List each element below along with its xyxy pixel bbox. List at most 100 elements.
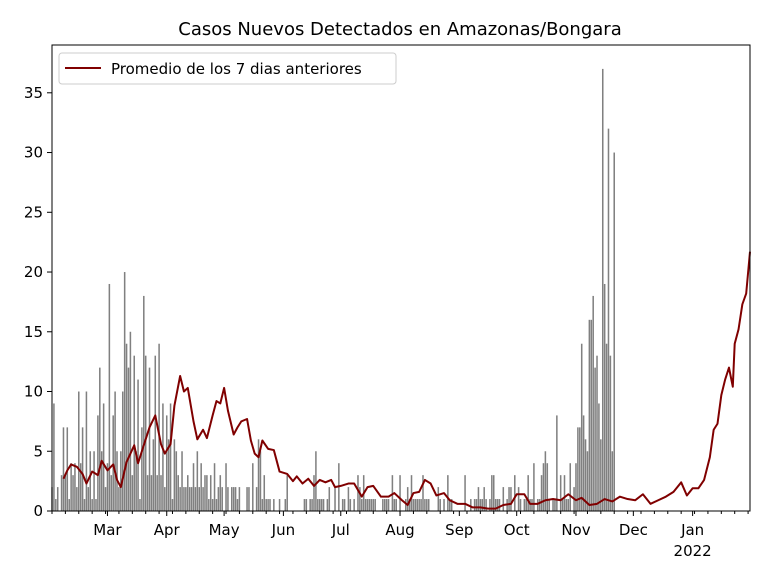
bar <box>556 415 558 511</box>
bar <box>439 499 441 511</box>
bar <box>391 475 394 511</box>
bar <box>127 367 130 511</box>
bar <box>144 355 147 511</box>
bar <box>561 499 564 511</box>
bar <box>263 475 266 511</box>
bar <box>318 499 321 511</box>
bar <box>475 499 478 511</box>
bar <box>64 475 67 511</box>
bar <box>209 475 212 511</box>
bar <box>78 391 80 511</box>
bar <box>72 475 74 511</box>
bar <box>361 499 363 511</box>
bar <box>592 295 594 511</box>
bar <box>479 499 482 511</box>
bar <box>171 499 174 511</box>
bar <box>89 451 92 511</box>
bar <box>601 68 604 512</box>
x-tick-label: Mar <box>93 521 122 539</box>
bar <box>196 451 199 511</box>
bar <box>596 355 598 511</box>
bar <box>194 487 197 511</box>
bar <box>133 355 135 511</box>
bar <box>118 487 120 511</box>
bar <box>449 499 451 511</box>
bar <box>190 487 193 511</box>
bar <box>582 415 585 511</box>
bar <box>261 499 264 511</box>
bar <box>437 487 440 511</box>
bar <box>246 487 248 511</box>
bar <box>544 451 547 511</box>
bar <box>93 451 95 511</box>
bar <box>225 463 227 511</box>
bar <box>492 475 495 511</box>
bar <box>286 475 288 511</box>
bar <box>382 499 384 511</box>
bar <box>525 499 528 511</box>
bar <box>496 499 499 511</box>
bar <box>567 499 570 511</box>
bar <box>236 499 239 511</box>
bar <box>531 499 533 511</box>
y-tick-label: 10 <box>24 383 43 401</box>
bar <box>393 499 396 511</box>
bar <box>565 499 568 511</box>
y-tick-label: 35 <box>24 84 43 102</box>
bar <box>177 475 179 511</box>
bar <box>162 403 164 511</box>
bar <box>273 499 275 511</box>
bar <box>187 475 189 511</box>
average-line <box>62 251 751 510</box>
bar <box>259 451 262 511</box>
bar <box>424 499 426 511</box>
bar <box>76 487 78 511</box>
bar <box>470 499 472 511</box>
bar <box>121 391 124 511</box>
bar <box>605 343 608 511</box>
bar <box>399 475 401 511</box>
bar <box>575 463 577 511</box>
bar <box>267 499 269 511</box>
bar <box>164 487 166 511</box>
bar <box>315 451 317 511</box>
bar <box>269 499 271 511</box>
bar <box>112 415 114 511</box>
y-tick-label: 20 <box>24 263 43 281</box>
legend-entry-label: Promedio de los 7 dias anteriores <box>111 60 362 78</box>
bar <box>353 499 355 511</box>
bar <box>611 451 614 511</box>
bar <box>123 272 126 511</box>
bar <box>213 463 216 511</box>
bar <box>489 499 491 511</box>
bar <box>542 463 545 511</box>
bar <box>141 427 143 511</box>
bar <box>343 499 346 511</box>
bar <box>148 367 151 511</box>
bar <box>366 499 369 511</box>
bar <box>221 487 223 511</box>
bar <box>131 475 134 511</box>
bar <box>114 391 116 511</box>
bar <box>322 499 325 511</box>
bar <box>416 499 419 511</box>
bar <box>232 487 235 511</box>
bar <box>204 475 206 511</box>
bar <box>215 499 218 511</box>
bar <box>56 487 59 511</box>
x-tick-label: Apr <box>154 521 181 539</box>
bar <box>408 499 411 511</box>
bar <box>508 487 510 511</box>
bar <box>55 499 57 511</box>
bar <box>473 499 476 511</box>
bar <box>179 487 181 511</box>
bar <box>412 499 415 511</box>
bar <box>284 499 287 511</box>
bar <box>341 499 344 511</box>
bar <box>481 499 484 511</box>
x-tick-label: Nov <box>561 521 590 539</box>
bar <box>584 439 587 511</box>
bar <box>234 487 237 511</box>
bar <box>202 487 204 511</box>
bar <box>230 487 233 511</box>
